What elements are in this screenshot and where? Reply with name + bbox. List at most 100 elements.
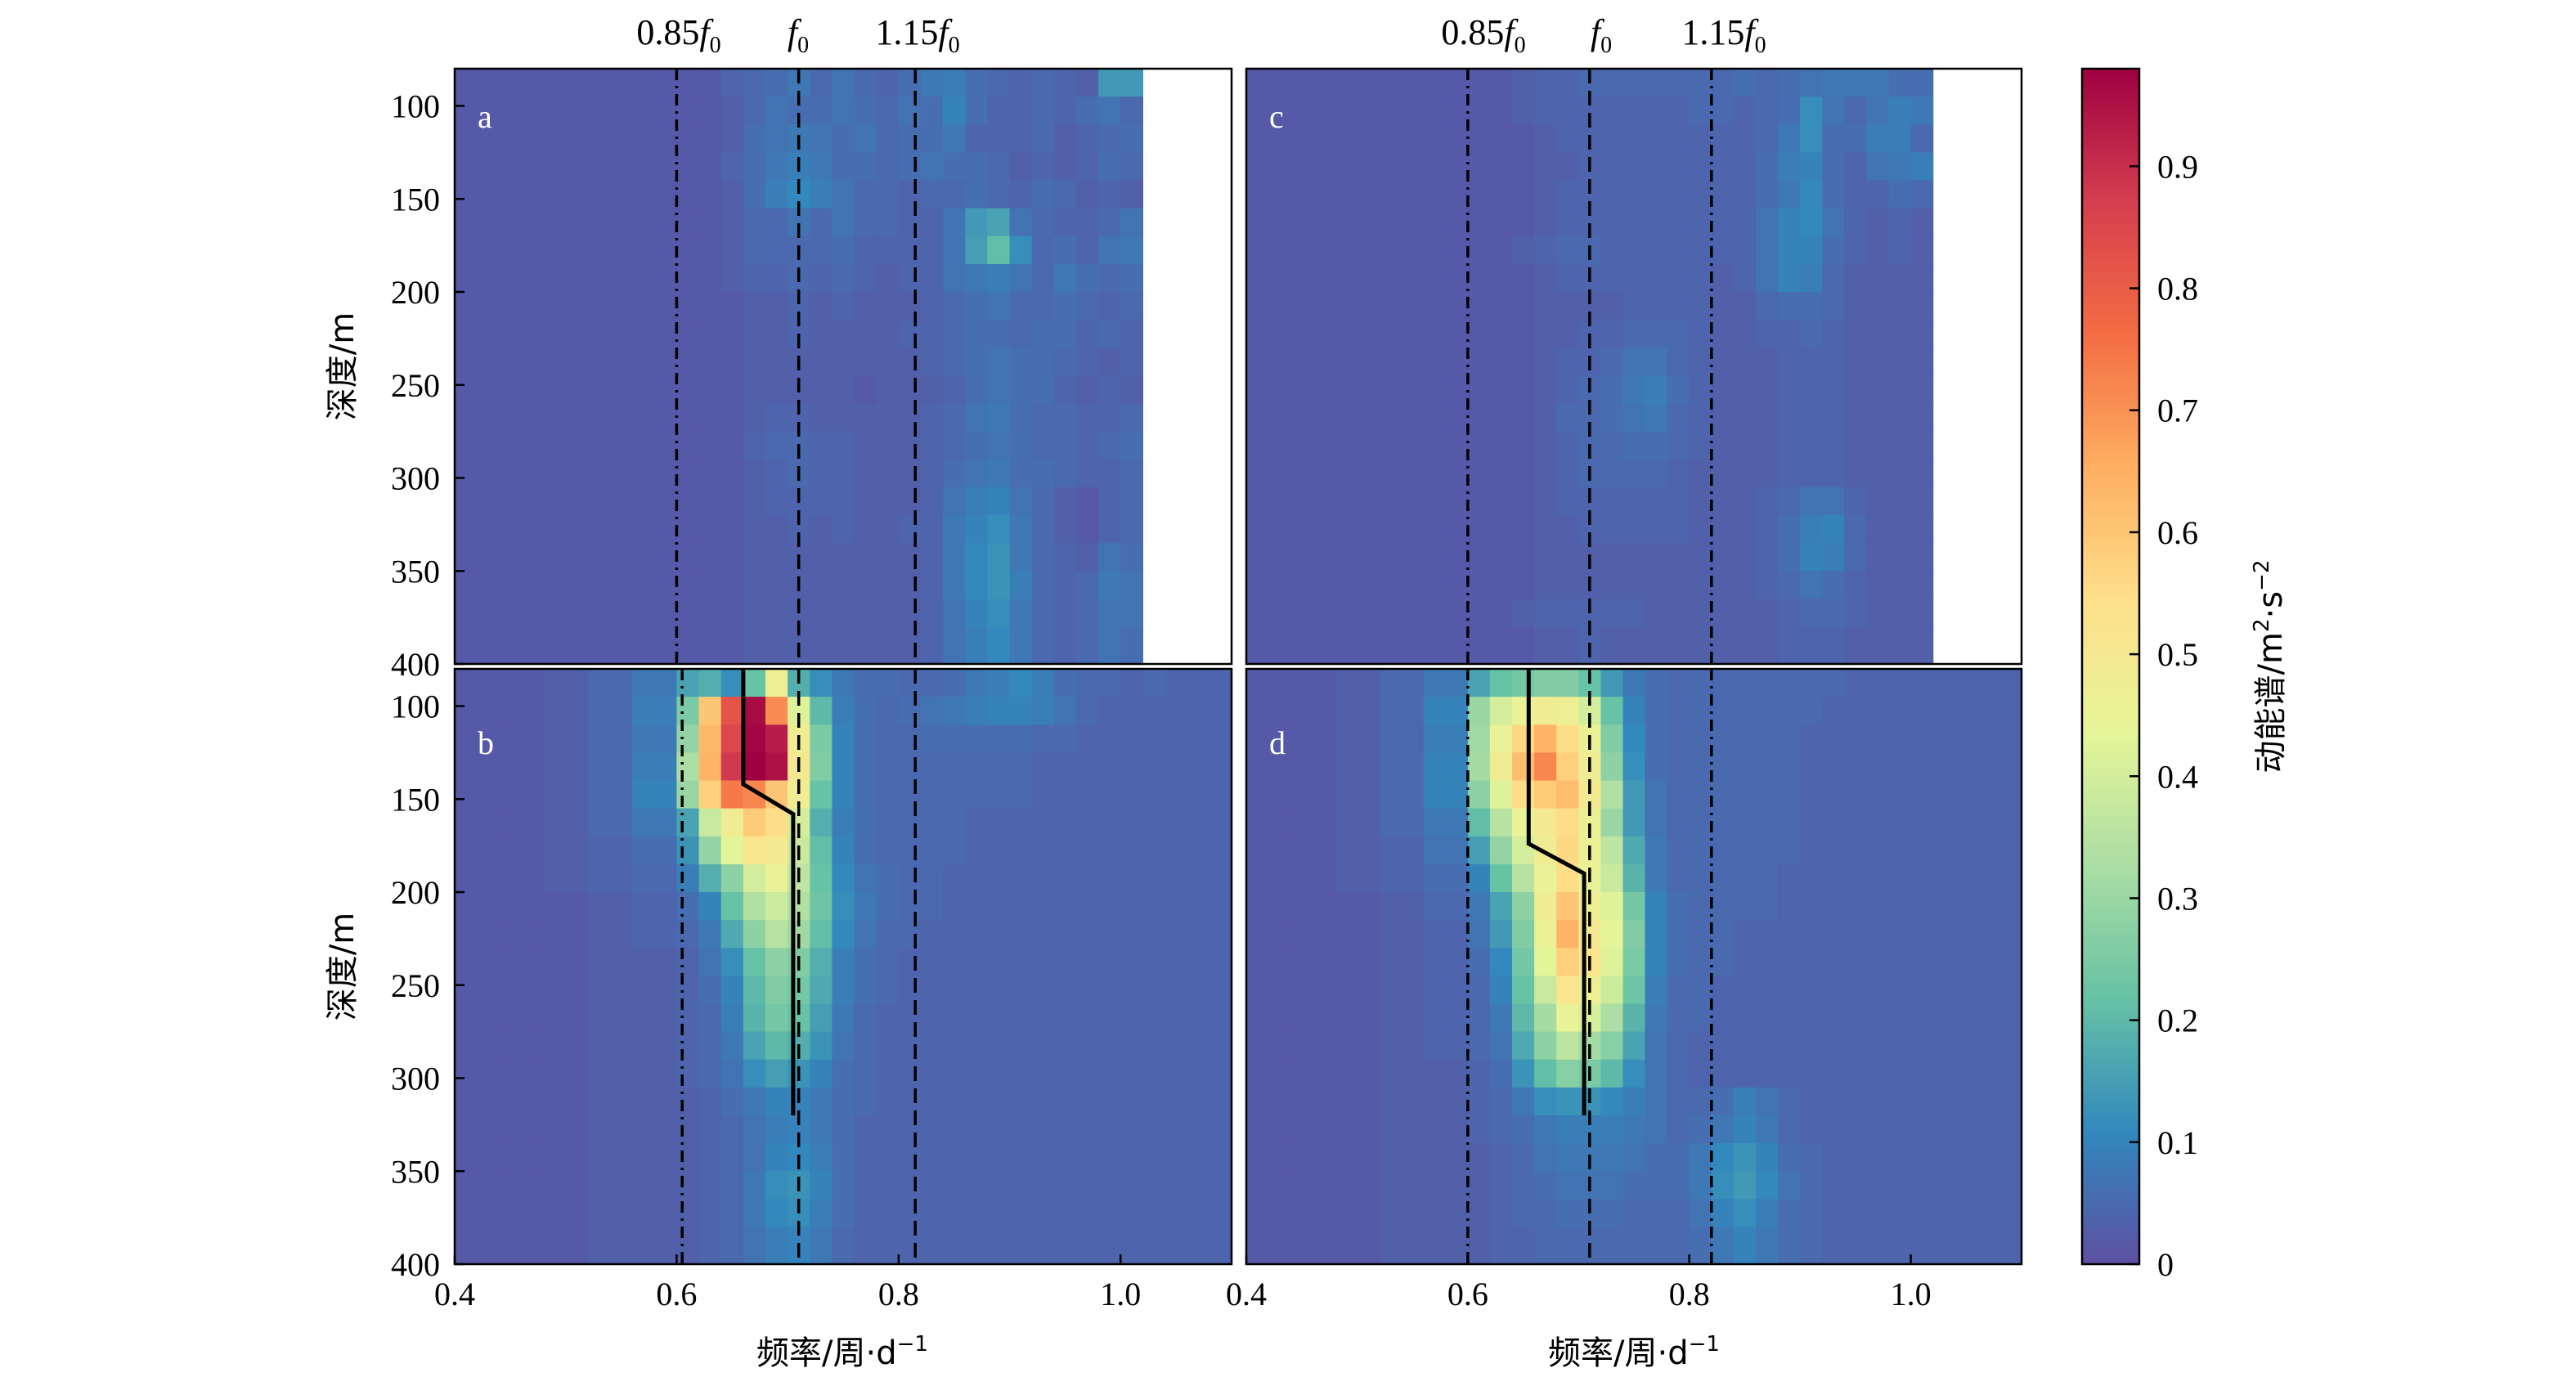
heatmap-cell [455,626,700,664]
heatmap-cell [1423,836,1469,865]
heatmap-cell [743,543,766,572]
heatmap-cell [1866,1031,1890,1061]
heatmap-cell [810,208,832,237]
heatmap-cell [1467,808,1491,837]
heatmap-cell [543,976,589,1005]
colorbar-segment [2082,1120,2139,1128]
heatmap-cell [1999,1171,2022,1200]
heatmap-cell [1932,697,1956,725]
heatmap-cell [1534,375,1557,405]
heatmap-cell [943,571,966,599]
heatmap-cell [898,892,922,921]
heatmap-cell [1142,780,1166,810]
heatmap-cell [1954,697,1978,725]
heatmap-cell [1888,1143,1912,1172]
heatmap-cell [943,1143,966,1172]
colorbar-segment [2082,612,2139,620]
label-f0-right: f0 [1591,12,1612,58]
heatmap-cell [965,487,988,516]
heatmap-cell [1489,1031,1513,1061]
heatmap-cell [1290,1031,1335,1061]
colorbar-tick-label: 0.6 [2157,514,2198,551]
heatmap-cell [854,348,877,376]
heatmap-cell [1778,375,1801,405]
heatmap-cell [810,1199,832,1228]
heatmap-cell [1910,487,1934,516]
heatmap-cell [1844,515,1867,544]
heatmap-cell [1290,808,1335,837]
heatmap-cell [1246,235,1491,265]
heatmap-cell [1622,697,1646,725]
colorbar-segment [2082,499,2139,506]
heatmap-cell [1534,669,1557,697]
y-tick-label: 300 [391,460,440,497]
heatmap-cell [898,1087,922,1116]
colorbar-segment [2082,833,2139,841]
colorbar-segment [2082,313,2139,321]
heatmap-cell [765,96,788,125]
heatmap-cell [1778,1171,1801,1200]
heatmap-cell [765,515,788,544]
heatmap-cell [1489,1199,1513,1228]
colorbar-segment [2082,415,2139,422]
heatmap-cell [1888,752,1912,782]
heatmap-cell [943,403,966,433]
x-tick-label: 0.4 [434,1276,475,1312]
heatmap-cell [1031,1031,1055,1061]
heatmap-cell [1053,697,1077,725]
heatmap-cell [1778,180,1801,209]
heatmap-cell [1689,697,1712,725]
heatmap-cell [698,920,722,949]
heatmap-cell [1733,808,1757,837]
heatmap-cell [720,208,744,237]
colorbar-segment [2082,774,2139,781]
colorbar-segment [2082,451,2139,458]
heatmap-cell [1600,1143,1624,1172]
heatmap-cell [1165,1087,1188,1116]
heatmap-cell [1689,292,1712,321]
heatmap-cell [1800,1087,1823,1116]
heatmap-cell [1844,599,1867,628]
heatmap-cell [1556,180,1579,209]
heatmap-cell [1120,124,1143,153]
heatmap-cell [1822,1003,1845,1033]
heatmap-cell [743,697,766,725]
heatmap-cell [1844,976,1867,1005]
heatmap-cell [1098,1143,1121,1172]
heatmap-cell [1423,863,1469,893]
heatmap-cell [698,863,722,893]
heatmap-cell [455,96,700,125]
heatmap-cell [1622,431,1646,460]
heatmap-cell [1290,1115,1335,1144]
heatmap-cell [1645,892,1668,921]
heatmap-cell [1600,780,1624,810]
heatmap-cell [743,863,766,893]
heatmap-cell [1335,1227,1380,1264]
heatmap-cell [943,208,966,237]
heatmap-cell [1031,180,1055,209]
heatmap-cell [810,948,832,976]
heatmap-cell [720,292,744,321]
heatmap-cell [587,697,633,725]
heatmap-cell [743,1143,766,1172]
heatmap-cell [1209,724,1232,753]
heatmap-cell [698,697,722,725]
heatmap-cell [987,487,1011,516]
heatmap-cell [743,459,766,488]
heatmap-cell [499,697,545,725]
heatmap-cell [698,1115,722,1144]
heatmap-cell [921,1227,944,1264]
heatmap-cell [1667,752,1690,782]
heatmap-cell [676,1115,700,1144]
heatmap-cell [1756,543,1779,572]
heatmap-cell [1844,1143,1867,1172]
heatmap-cell [455,348,700,376]
heatmap-cell [1290,1227,1335,1264]
heatmap-cell [1910,292,1934,321]
heatmap-cell [810,1227,832,1264]
heatmap-cell [965,124,988,153]
heatmap-cell [1290,780,1335,810]
heatmap-cell [1120,1087,1143,1116]
heatmap-cell [1711,543,1735,572]
colorbar-segment [2082,128,2139,136]
